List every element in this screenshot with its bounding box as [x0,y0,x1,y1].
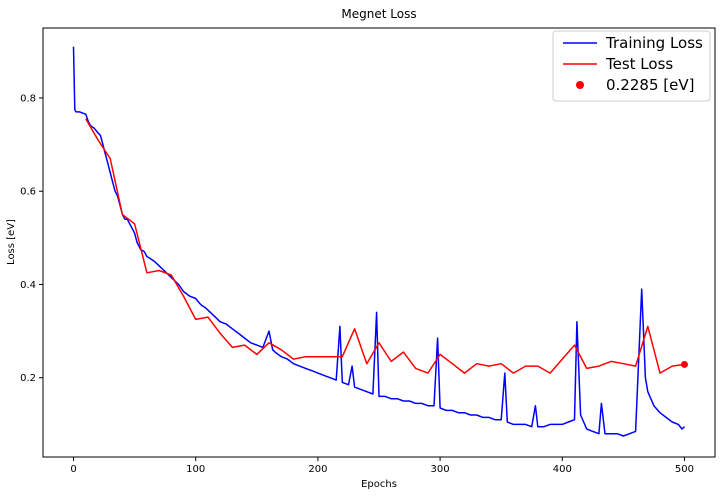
x-tick-label: 0 [70,464,76,475]
plot-frame [42,27,716,458]
plot-area [42,27,716,458]
chart-title: Megnet Loss [341,7,416,21]
test-loss-line [85,118,685,374]
x-tick-label: 200 [308,464,327,475]
legend-training-label: Training Loss [605,34,703,52]
final-test-loss-point [680,360,688,368]
x-tick-label: 500 [675,464,694,475]
x-tick-label: 100 [186,464,205,475]
series-layer [72,46,688,437]
x-tick-label: 300 [431,464,450,475]
y-tick-label: 0.8 [20,93,36,104]
y-axis: 0.2 0.4 0.6 0.8 [20,93,43,384]
training-loss-line [72,46,686,437]
y-tick-label: 0.4 [20,280,36,291]
x-tick-label: 400 [553,464,572,475]
legend-marker-swatch [576,81,584,89]
y-axis-label: Loss [eV] [6,219,17,265]
y-tick-label: 0.2 [20,373,36,384]
x-axis: 0 100 200 300 400 500 [70,457,694,475]
legend: Training Loss Test Loss 0.2285 [eV] [552,30,711,102]
legend-test-label: Test Loss [605,55,673,73]
legend-marker-label: 0.2285 [eV] [606,76,694,94]
legend-box [552,30,711,102]
x-axis-label: Epochs [361,479,397,490]
y-tick-label: 0.6 [20,187,36,198]
